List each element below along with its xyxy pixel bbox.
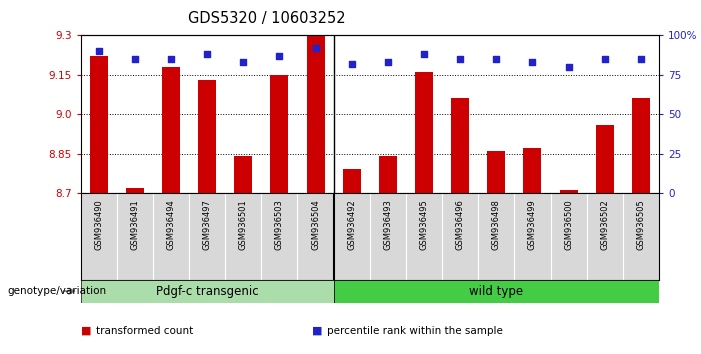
Text: GSM936499: GSM936499 [528,199,537,250]
Text: GSM936495: GSM936495 [419,199,428,250]
Point [382,59,393,65]
Text: Pdgf-c transgenic: Pdgf-c transgenic [156,285,259,298]
Text: GSM936500: GSM936500 [564,199,573,250]
Text: ■: ■ [81,326,91,336]
Point [310,45,321,51]
Point [129,56,140,62]
Text: GDS5320 / 10603252: GDS5320 / 10603252 [188,11,345,25]
Point [418,51,430,57]
Text: GSM936491: GSM936491 [130,199,139,250]
Point [599,56,611,62]
Text: transformed count: transformed count [96,326,193,336]
Text: GSM936505: GSM936505 [637,199,646,250]
Text: ■: ■ [312,326,322,336]
Bar [524,148,541,193]
Point [346,61,358,67]
Text: GSM936497: GSM936497 [203,199,212,250]
Bar [559,190,578,193]
Point [93,48,104,54]
Text: GSM936496: GSM936496 [456,199,465,250]
Bar [125,188,144,193]
Text: GSM936490: GSM936490 [94,199,103,250]
Text: GSM936501: GSM936501 [239,199,247,250]
Point [491,56,502,62]
Bar [306,35,325,193]
Text: percentile rank within the sample: percentile rank within the sample [327,326,503,336]
Bar [198,80,216,193]
Text: GSM936492: GSM936492 [347,199,356,250]
Point [274,53,285,59]
Bar [90,56,108,193]
Bar [415,72,433,193]
Bar [632,98,650,193]
Bar [596,125,614,193]
Bar [162,67,180,193]
Text: GSM936493: GSM936493 [383,199,393,250]
Bar [487,151,505,193]
Point [635,56,646,62]
Point [238,59,249,65]
Text: genotype/variation: genotype/variation [7,286,106,296]
Point [201,51,212,57]
Text: wild type: wild type [469,285,524,298]
Point [454,56,465,62]
Bar [334,280,659,303]
Text: GSM936504: GSM936504 [311,199,320,250]
Text: GSM936503: GSM936503 [275,199,284,250]
Bar [451,98,469,193]
Point [165,56,177,62]
Point [527,59,538,65]
Text: GSM936502: GSM936502 [600,199,609,250]
Bar [271,75,288,193]
Bar [343,169,361,193]
Bar [379,156,397,193]
Text: GSM936498: GSM936498 [492,199,501,250]
Bar [81,280,334,303]
Point [563,64,574,70]
Bar [234,156,252,193]
Text: GSM936494: GSM936494 [166,199,175,250]
